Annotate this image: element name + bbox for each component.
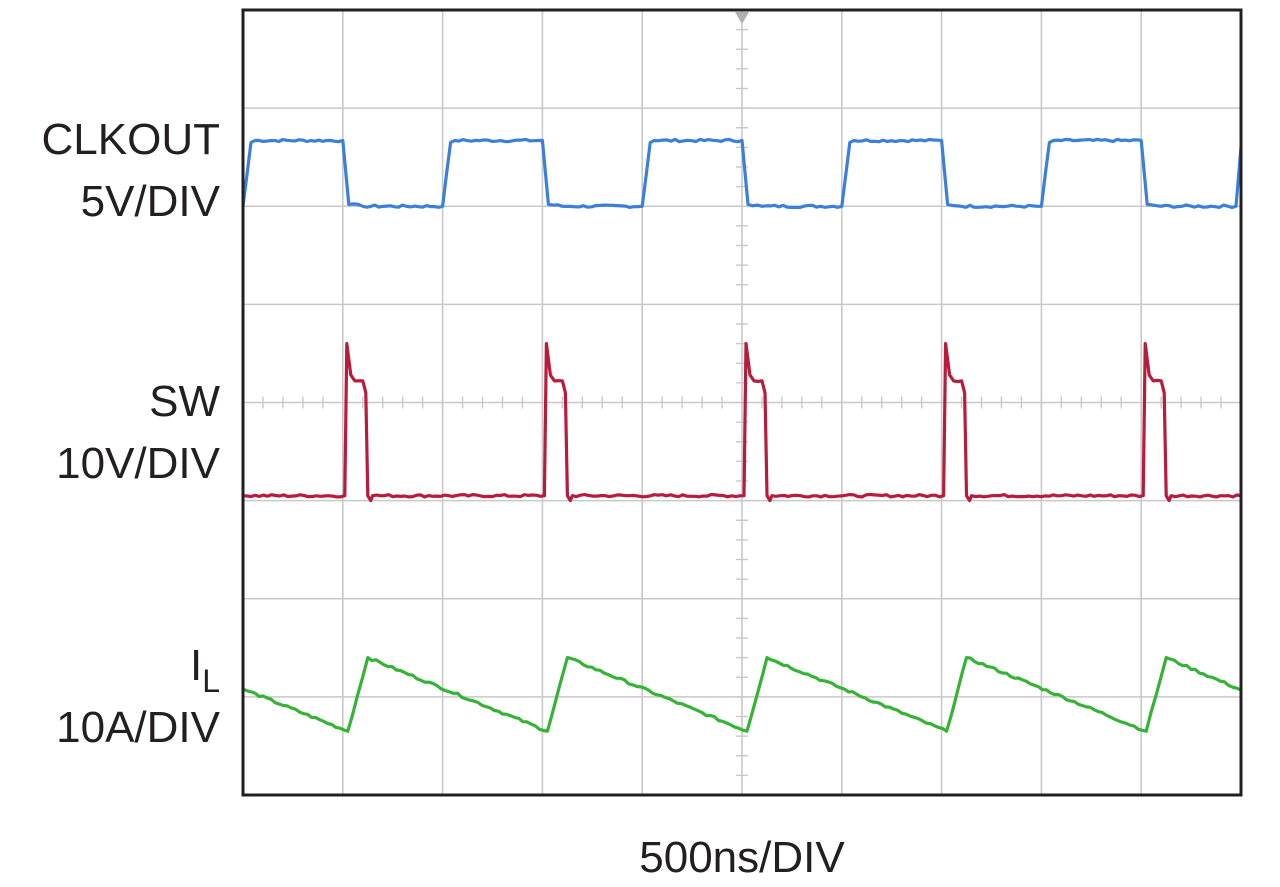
grid [242,10,1242,796]
il-scale-label: 10A/DIV [56,703,220,752]
trace-i-l [242,656,1242,733]
plot-frame [241,8,1243,797]
trace-clkout [241,137,1243,209]
il-label: IL [0,641,220,699]
traces [241,137,1243,733]
clkout-scale-label: 5V/DIV [80,177,220,226]
x-axis-label: 500ns/DIV [639,833,845,882]
il-label-main: I [189,641,203,690]
sw-label: SW [149,377,220,426]
sw-scale-label: 10V/DIV [56,439,220,488]
clkout-label: CLKOUT [41,115,220,164]
trigger-marker-icon [735,12,749,24]
il-label-sub: L [202,663,220,699]
trace-sw [242,342,1242,503]
